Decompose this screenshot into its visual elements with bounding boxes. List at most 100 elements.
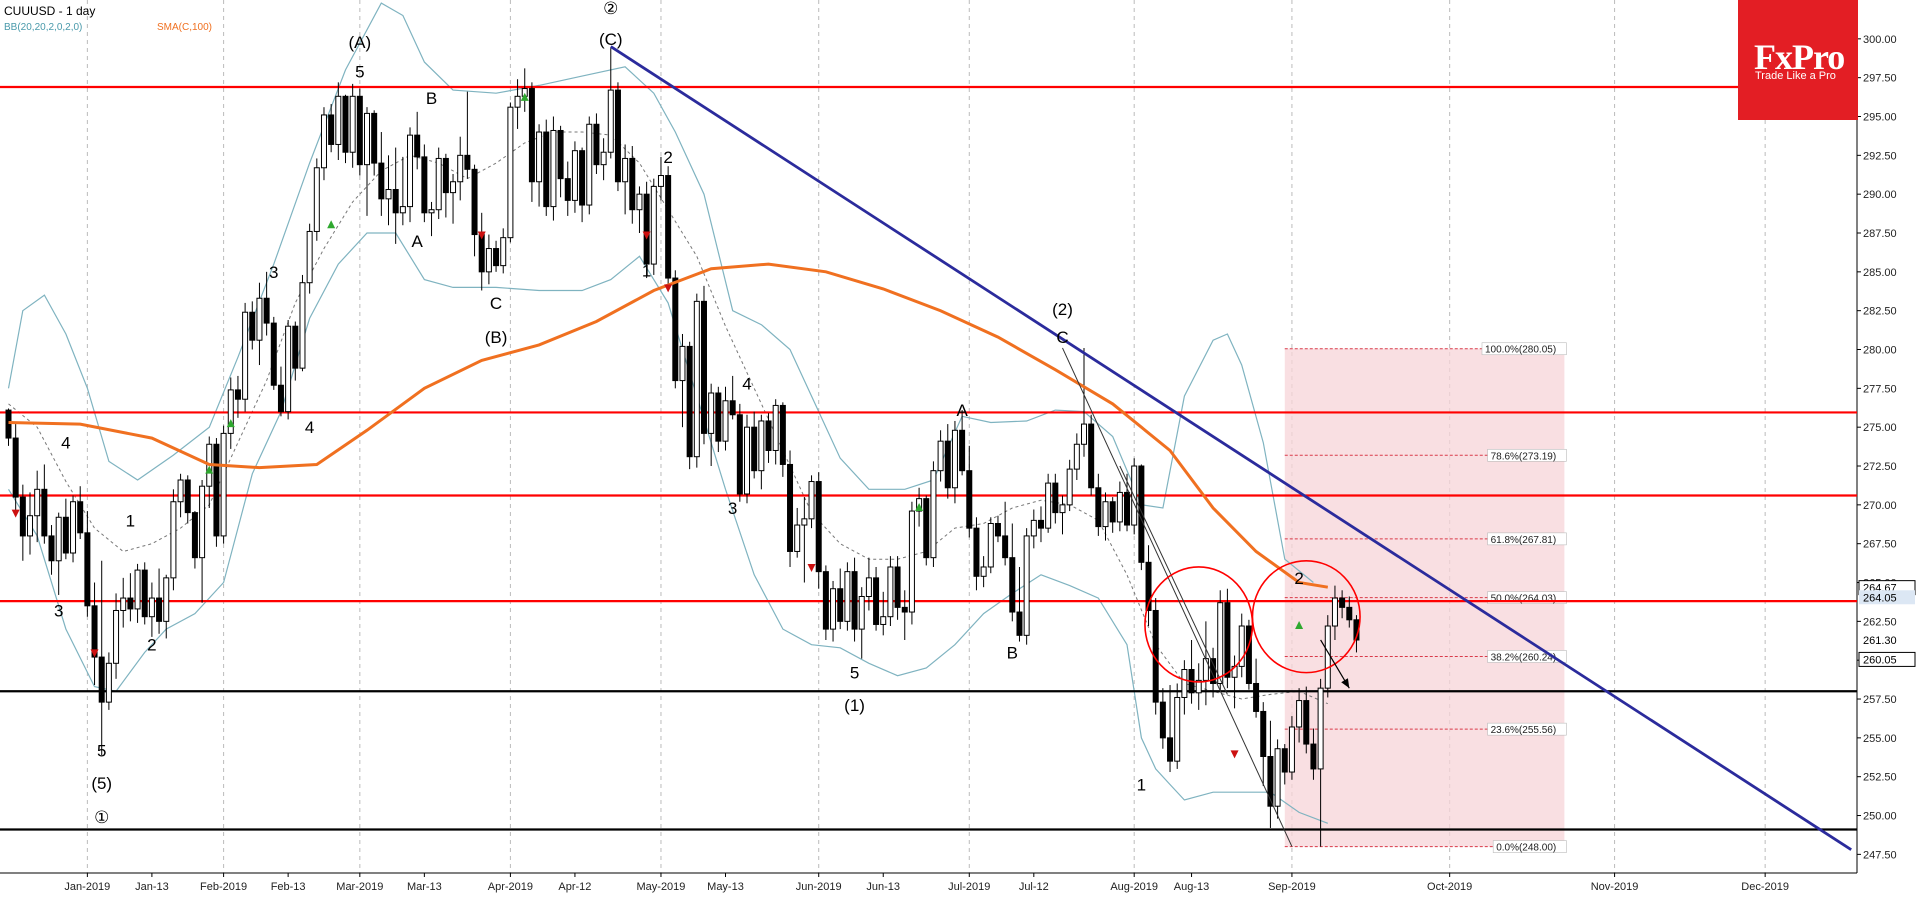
wave-connector-line <box>1119 465 1228 695</box>
candle-body <box>435 157 442 211</box>
fib-level-label: 61.8%(267.81) <box>1491 535 1557 546</box>
candle-body <box>880 616 887 625</box>
highlight-ellipse <box>1251 559 1361 674</box>
candle-body <box>48 535 55 562</box>
candle-body <box>1109 501 1116 523</box>
candle-body <box>27 515 34 537</box>
y-tick-label: 295.00 <box>1863 112 1897 124</box>
wave-label: 3 <box>54 601 63 620</box>
candle-body <box>1310 743 1317 770</box>
down-signal-marker <box>90 649 99 658</box>
candle-body <box>858 595 865 630</box>
candle-body <box>220 432 227 537</box>
x-tick-label: Apr-2019 <box>488 881 533 893</box>
candle-body <box>1088 423 1095 489</box>
candle-body <box>1267 755 1274 807</box>
down-signal-marker <box>807 563 816 572</box>
candle-body <box>1124 491 1131 526</box>
candle-body <box>772 404 779 451</box>
candle-body <box>629 157 636 211</box>
y-tick-label: 252.50 <box>1863 772 1897 784</box>
x-tick-label: Jun-2019 <box>796 881 842 893</box>
candle-body <box>270 322 277 386</box>
wave-label: (2) <box>1052 300 1073 319</box>
wave-label: 4 <box>61 434 70 453</box>
candle-body <box>844 571 851 622</box>
candle-body <box>751 426 758 472</box>
candle-body <box>277 384 284 413</box>
wave-label: 1 <box>126 511 135 530</box>
candle-body <box>1339 597 1346 608</box>
candle-body <box>199 485 206 559</box>
candle-body <box>822 571 829 630</box>
candle-body <box>91 605 98 658</box>
candle-body <box>364 112 370 166</box>
candle-body <box>758 420 765 472</box>
candle-body <box>765 420 772 451</box>
x-tick-label: May-13 <box>707 881 744 893</box>
candle-body <box>234 389 241 400</box>
candle-body <box>980 566 987 577</box>
candle-body <box>184 479 191 514</box>
candle-body <box>120 597 127 611</box>
y-tick-label: 267.50 <box>1863 539 1897 551</box>
down-signal-marker <box>11 509 20 518</box>
x-tick-label: Nov-2019 <box>1591 881 1639 893</box>
wave-label: (5) <box>91 774 112 793</box>
x-tick-label: Jan-13 <box>135 881 169 893</box>
candle-body <box>1073 443 1080 470</box>
candle-body <box>923 498 930 559</box>
fib-level-box <box>1487 722 1567 736</box>
candle-body <box>708 392 715 434</box>
candle-body <box>148 597 155 618</box>
candle-body <box>815 481 822 573</box>
candle-body <box>973 527 980 577</box>
y-tick-label: 285.00 <box>1863 267 1897 279</box>
candle-body <box>313 167 320 232</box>
candle-body <box>328 114 335 145</box>
candle-body <box>493 248 500 267</box>
candle-body <box>636 193 643 211</box>
candle-body <box>937 440 944 472</box>
candle-body <box>1324 625 1331 689</box>
logo-tagline: Trade Like a Pro <box>1755 70 1836 82</box>
candle-body <box>1210 658 1217 684</box>
wave-label: 3 <box>269 263 278 282</box>
candle-body <box>1260 710 1267 757</box>
forecast-arrow-line <box>1320 639 1350 689</box>
sma100-line <box>8 262 1329 589</box>
candle-body <box>514 95 521 108</box>
y-tick-label: 250.00 <box>1863 811 1897 823</box>
candle-body <box>744 426 751 495</box>
bollinger-upper <box>7 2 1314 583</box>
y-tick-label: 275.00 <box>1863 422 1897 434</box>
candle-body <box>693 300 700 458</box>
wave-label: A <box>956 401 968 420</box>
fib-level-label: 23.6%(255.56) <box>1491 725 1557 736</box>
sma-legend: SMA(C,100) <box>157 22 213 33</box>
wave-label: 3 <box>728 499 737 518</box>
candle-body <box>930 470 937 559</box>
up-signal-marker <box>520 92 529 101</box>
candle-body <box>1023 535 1030 636</box>
candle-body <box>593 123 600 166</box>
candle-body <box>1037 519 1044 529</box>
candle-body <box>787 463 794 552</box>
wave-label: C <box>490 294 502 313</box>
candle-body <box>1253 682 1260 712</box>
candle-body <box>256 297 263 341</box>
candle-body <box>464 154 471 170</box>
candle-body <box>1059 504 1066 514</box>
price-label-box <box>1859 590 1915 605</box>
fib-level-box <box>1481 342 1567 356</box>
up-signal-marker <box>205 465 214 474</box>
candle-body <box>1174 696 1181 762</box>
x-tick-label: Feb-13 <box>271 881 306 893</box>
candle-body <box>342 95 349 153</box>
down-signal-marker <box>642 231 651 240</box>
candle-body <box>1116 491 1123 523</box>
candle-body <box>392 189 399 214</box>
candle-body <box>1317 687 1324 770</box>
candle-body <box>299 282 306 369</box>
